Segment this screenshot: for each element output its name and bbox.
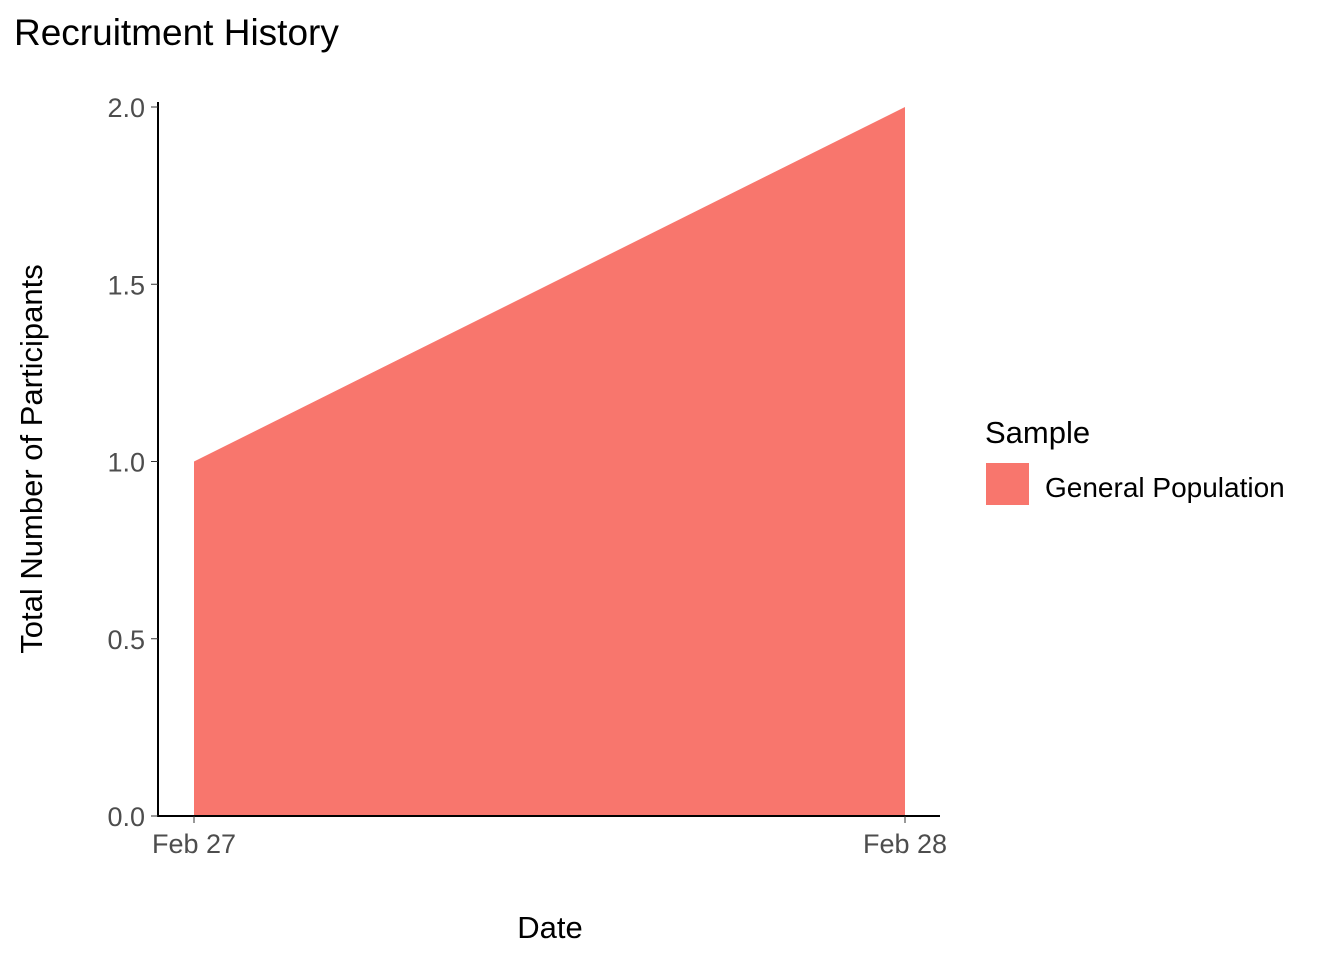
- x-tick-layer: Feb 27 Feb 28: [152, 816, 947, 859]
- plot-area: 0.0 0.5 1.0 1.5 2.0 Feb 27 Feb 28: [107, 93, 947, 859]
- axis-layer: [157, 102, 940, 817]
- chart-title: Recruitment History: [14, 12, 339, 53]
- y-tick-label: 1.5: [107, 270, 145, 300]
- y-axis-title: Total Number of Participants: [14, 264, 49, 653]
- y-tick-label: 0.5: [107, 625, 145, 655]
- x-axis-title: Date: [517, 910, 582, 945]
- y-tick-layer: 0.0 0.5 1.0 1.5 2.0: [107, 93, 158, 832]
- legend-key-general-population: [986, 463, 1029, 505]
- legend: Sample General Population: [985, 415, 1285, 505]
- legend-label-general-population: General Population: [1045, 472, 1285, 503]
- legend-title: Sample: [985, 415, 1090, 450]
- area-layer: [194, 107, 905, 816]
- y-tick-label: 1.0: [107, 448, 145, 478]
- x-tick-label: Feb 28: [863, 829, 947, 859]
- y-tick-label: 0.0: [107, 802, 145, 832]
- y-tick-label: 2.0: [107, 93, 145, 123]
- area-general-population: [194, 107, 905, 816]
- x-tick-label: Feb 27: [152, 829, 236, 859]
